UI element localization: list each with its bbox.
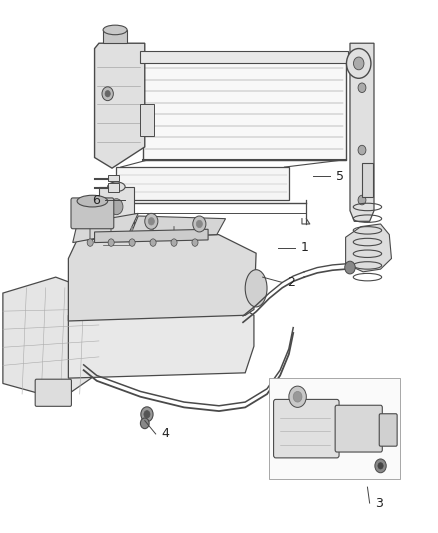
FancyBboxPatch shape (335, 405, 382, 452)
Circle shape (148, 217, 154, 225)
Text: 1: 1 (300, 241, 308, 254)
Ellipse shape (108, 182, 125, 191)
Circle shape (346, 49, 371, 78)
Text: 6: 6 (92, 193, 100, 207)
Circle shape (358, 146, 366, 155)
Circle shape (150, 239, 156, 246)
Circle shape (293, 391, 302, 402)
FancyBboxPatch shape (35, 379, 71, 406)
Circle shape (192, 239, 198, 246)
Ellipse shape (103, 25, 127, 35)
Circle shape (345, 261, 355, 274)
Bar (103, 30, 127, 43)
Circle shape (358, 195, 366, 205)
Circle shape (87, 239, 93, 246)
Ellipse shape (77, 195, 108, 207)
Bar (108, 182, 119, 192)
Ellipse shape (108, 222, 125, 231)
Circle shape (171, 239, 177, 246)
Text: 4: 4 (161, 427, 169, 440)
Circle shape (144, 410, 150, 418)
Circle shape (375, 459, 386, 473)
Text: 3: 3 (375, 497, 383, 510)
Circle shape (129, 239, 135, 246)
Circle shape (378, 463, 383, 469)
Circle shape (108, 239, 114, 246)
Ellipse shape (245, 270, 267, 307)
Polygon shape (346, 224, 392, 272)
Bar (99, 187, 134, 227)
Circle shape (193, 216, 206, 232)
FancyBboxPatch shape (379, 414, 397, 446)
Polygon shape (68, 310, 254, 378)
Polygon shape (95, 229, 208, 243)
Bar (362, 163, 373, 197)
Circle shape (141, 418, 149, 429)
Bar (141, 104, 153, 136)
Polygon shape (73, 213, 138, 243)
Polygon shape (95, 43, 145, 168)
Polygon shape (350, 43, 374, 221)
Circle shape (289, 386, 306, 407)
Bar (269, 378, 400, 479)
Circle shape (196, 220, 202, 228)
Circle shape (353, 57, 364, 70)
Bar (143, 56, 346, 160)
Circle shape (105, 91, 110, 97)
Bar (141, 51, 348, 63)
Circle shape (358, 83, 366, 93)
Polygon shape (130, 216, 226, 237)
Bar (108, 175, 119, 181)
FancyBboxPatch shape (274, 399, 339, 458)
FancyBboxPatch shape (71, 198, 114, 229)
Circle shape (141, 407, 153, 422)
Bar (117, 167, 289, 200)
Circle shape (145, 213, 158, 229)
Polygon shape (68, 235, 256, 321)
Polygon shape (3, 277, 99, 399)
Circle shape (102, 87, 113, 101)
Text: 2: 2 (288, 276, 295, 289)
Circle shape (110, 199, 123, 215)
Text: 5: 5 (336, 169, 343, 183)
